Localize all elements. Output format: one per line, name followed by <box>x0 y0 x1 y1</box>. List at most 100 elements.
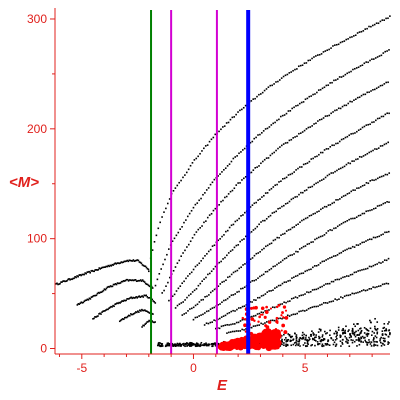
data-point <box>370 265 373 268</box>
data-point <box>385 329 388 332</box>
data-point <box>311 337 314 340</box>
data-point <box>373 337 375 339</box>
data-point <box>373 340 375 343</box>
data-point <box>208 294 210 296</box>
data-point <box>136 280 139 282</box>
data-point <box>368 238 371 241</box>
data-point <box>333 332 336 335</box>
data-point <box>191 237 194 239</box>
data-point <box>375 336 378 339</box>
data-point <box>324 115 327 117</box>
data-point <box>174 343 176 345</box>
data-point <box>309 290 312 293</box>
data-point <box>255 252 258 255</box>
data-point <box>342 221 345 224</box>
data-point <box>341 40 344 43</box>
data-point <box>304 337 307 339</box>
data-point <box>76 275 78 277</box>
data-point <box>148 319 150 322</box>
data-point <box>364 339 366 342</box>
data-point <box>226 312 229 315</box>
data-point <box>126 316 128 319</box>
data-point <box>256 324 259 327</box>
highlight-point <box>282 316 285 319</box>
data-point <box>236 269 239 272</box>
data-point <box>127 315 129 318</box>
data-point <box>265 245 267 248</box>
data-point <box>307 126 310 129</box>
data-point <box>298 340 300 343</box>
data-point <box>308 215 311 217</box>
data-point <box>195 344 198 347</box>
data-point <box>211 345 214 348</box>
data-point <box>185 219 187 221</box>
data-point <box>367 341 369 344</box>
data-point <box>344 331 346 333</box>
data-point <box>228 296 231 298</box>
data-point <box>352 330 354 333</box>
data-point <box>186 344 189 347</box>
data-point <box>359 214 362 217</box>
data-point <box>380 54 383 57</box>
data-point <box>318 53 321 56</box>
data-point <box>317 305 319 308</box>
data-point <box>126 259 129 262</box>
data-point <box>188 212 191 215</box>
data-point <box>358 155 361 158</box>
x-tick-label: 5 <box>302 361 309 375</box>
data-point <box>233 330 236 333</box>
data-point <box>382 337 385 340</box>
data-point <box>77 303 80 305</box>
data-point <box>372 24 374 27</box>
data-point <box>145 322 147 325</box>
data-point <box>378 261 380 264</box>
data-point <box>355 158 357 161</box>
data-point <box>267 215 270 218</box>
data-point <box>276 183 278 186</box>
data-point <box>350 133 352 135</box>
data-point <box>134 259 137 262</box>
data-point <box>322 51 325 53</box>
data-point <box>287 229 290 231</box>
data-point <box>178 303 181 305</box>
data-point <box>379 341 382 344</box>
data-point <box>351 327 354 330</box>
data-point <box>336 254 339 256</box>
data-point <box>286 343 289 346</box>
data-point <box>327 343 329 346</box>
data-point <box>384 173 387 176</box>
data-point <box>320 208 322 211</box>
data-point <box>306 162 309 164</box>
data-point <box>376 56 379 58</box>
data-point <box>186 345 188 347</box>
highlight-point <box>258 315 261 319</box>
data-point <box>118 262 121 265</box>
data-point <box>167 344 170 347</box>
data-point <box>205 220 207 222</box>
data-point <box>282 233 284 235</box>
data-point <box>234 270 237 273</box>
data-point <box>156 278 159 281</box>
data-point <box>221 235 223 238</box>
data-point <box>304 98 307 101</box>
data-point <box>119 319 122 322</box>
data-point <box>273 211 276 214</box>
data-point <box>155 234 158 237</box>
data-point <box>289 279 291 282</box>
data-point <box>178 181 180 184</box>
data-point <box>258 93 260 96</box>
data-point <box>317 120 319 122</box>
data-point <box>353 160 355 162</box>
y-axis-label: <M> <box>9 174 39 191</box>
data-point <box>176 342 179 345</box>
data-point <box>261 132 263 134</box>
data-point <box>355 271 358 273</box>
data-point <box>214 207 217 210</box>
data-point <box>374 327 376 330</box>
data-point <box>221 281 223 283</box>
data-point <box>311 306 314 308</box>
data-point <box>354 132 356 134</box>
data-point <box>339 340 342 343</box>
data-point <box>383 259 386 261</box>
data-point <box>361 184 364 187</box>
